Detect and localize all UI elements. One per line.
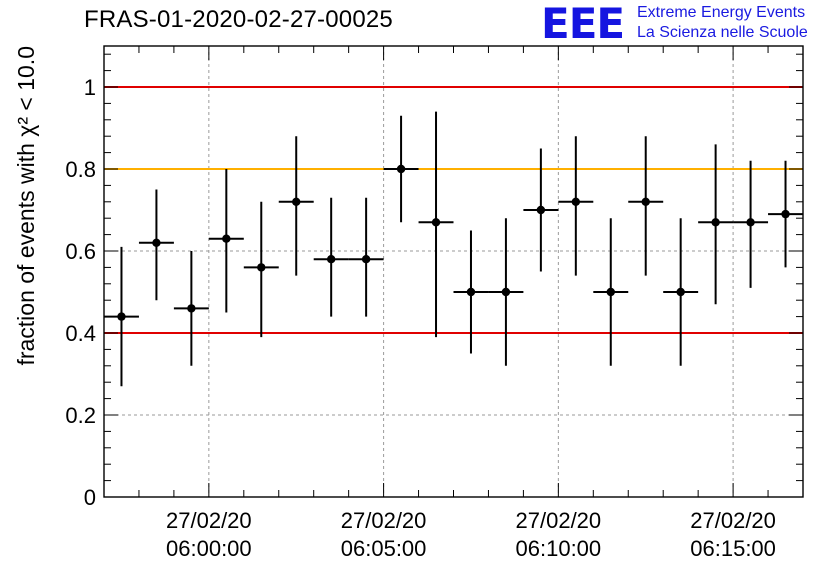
data-point bbox=[187, 304, 196, 313]
y-axis-label: fraction of events with χ² < 10.0 bbox=[13, 46, 39, 366]
data-point bbox=[536, 205, 546, 215]
data-point bbox=[222, 234, 231, 243]
logo-line-1: Extreme Energy Events bbox=[637, 4, 806, 21]
x-tick-label-date: 27/02/20 bbox=[341, 508, 427, 533]
x-tick-label-date: 27/02/20 bbox=[166, 508, 252, 533]
x-tick-label-time: 06:00:00 bbox=[166, 536, 252, 561]
data-point bbox=[117, 312, 126, 321]
chart-title: FRAS-01-2020-02-27-00025 bbox=[84, 6, 393, 33]
y-tick-label: 1 bbox=[84, 75, 96, 100]
data-point bbox=[501, 287, 511, 297]
data-point bbox=[571, 197, 581, 206]
y-tick-label: 0.6 bbox=[65, 239, 96, 264]
y-tick-label: 0.8 bbox=[65, 157, 96, 182]
x-tick-label-time: 06:10:00 bbox=[516, 536, 602, 561]
data-point bbox=[361, 255, 371, 264]
data-point bbox=[292, 197, 301, 206]
data-point bbox=[326, 255, 336, 264]
data-point bbox=[466, 287, 476, 297]
data-point bbox=[781, 209, 790, 219]
y-tick-label: 0 bbox=[84, 485, 96, 510]
data-point bbox=[746, 218, 755, 227]
logo-line-2: La Scienza nelle Scuole bbox=[637, 24, 808, 41]
y-tick-label: 0.2 bbox=[65, 403, 96, 428]
data-point bbox=[641, 197, 650, 206]
data-point bbox=[606, 287, 615, 297]
y-tick-label: 0.4 bbox=[65, 321, 96, 346]
data-point bbox=[396, 164, 406, 174]
data-point bbox=[431, 218, 441, 227]
data-point bbox=[711, 218, 720, 227]
x-tick-label-date: 27/02/20 bbox=[690, 508, 776, 533]
data-point bbox=[676, 287, 685, 297]
data-point bbox=[152, 238, 161, 247]
x-tick-label-time: 06:15:00 bbox=[690, 536, 776, 561]
eee-logo-mark: EEE bbox=[541, 0, 625, 48]
x-tick-label-date: 27/02/20 bbox=[516, 508, 602, 533]
x-tick-label-time: 06:05:00 bbox=[341, 536, 427, 561]
data-point bbox=[257, 263, 266, 272]
